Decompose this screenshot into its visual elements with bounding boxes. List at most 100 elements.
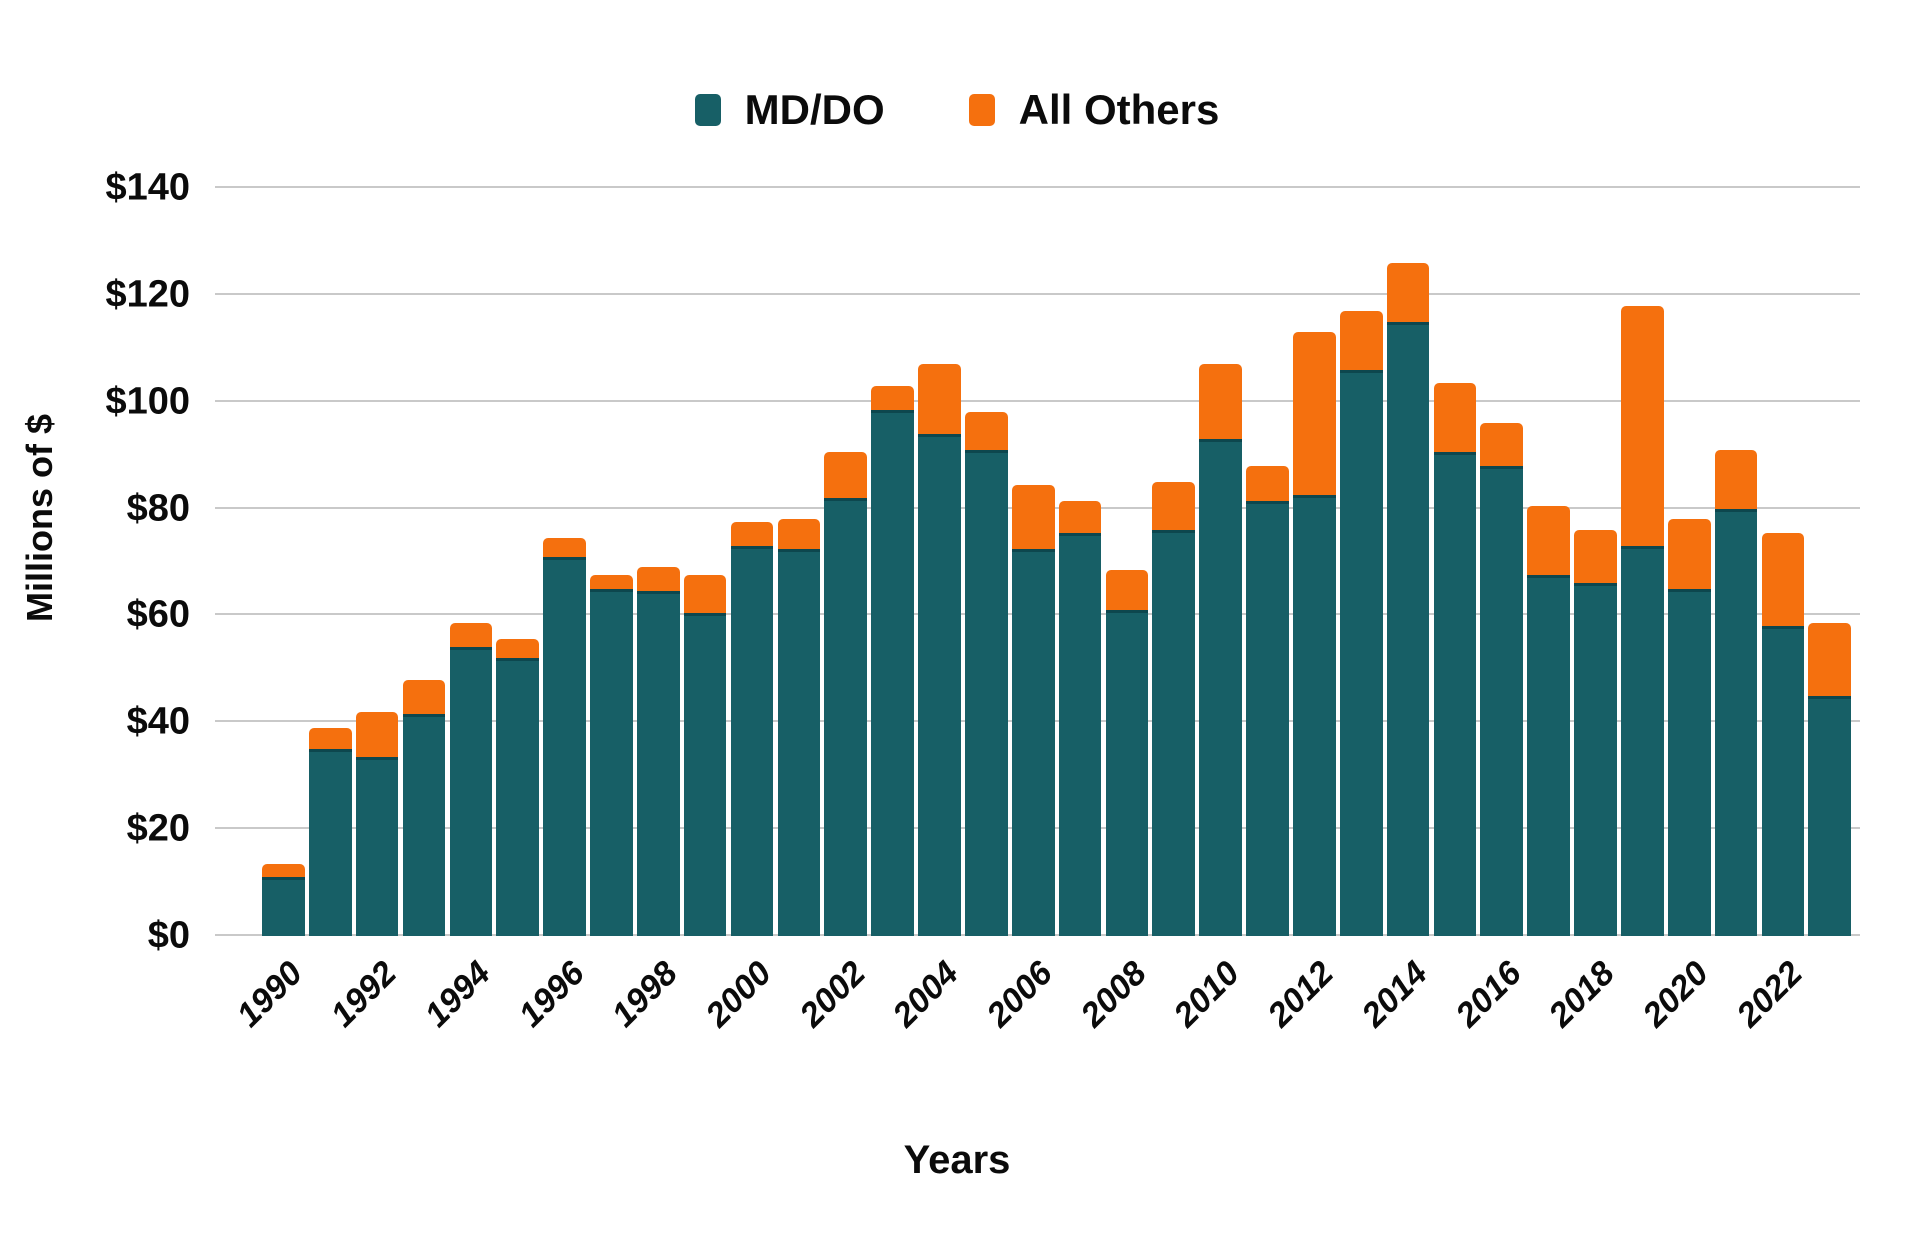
bar-segment-all-others-1995 bbox=[496, 639, 540, 659]
bar-slot-2002 bbox=[822, 188, 869, 936]
bar-segment-all-others-1990 bbox=[262, 863, 305, 878]
bar-segment-mddo-2001 bbox=[777, 548, 821, 936]
bar-1990 bbox=[262, 863, 305, 936]
bar-slot-2023 bbox=[1806, 188, 1853, 936]
bar-slot-1992 bbox=[354, 188, 401, 936]
bar-segment-mddo-2017 bbox=[1527, 575, 1570, 936]
bar-segment-all-others-2007 bbox=[1058, 500, 1102, 533]
gridline bbox=[215, 186, 1860, 188]
bar-segment-all-others-2000 bbox=[730, 521, 774, 546]
x-tick-label: 1990 bbox=[229, 954, 311, 1035]
legend-label-all-others: All Others bbox=[1018, 86, 1220, 133]
bar-segment-mddo-2000 bbox=[730, 545, 774, 936]
bar-segment-all-others-2010 bbox=[1199, 364, 1242, 440]
x-tick-label: 2014 bbox=[1354, 954, 1435, 1035]
bar-slot-2003 bbox=[869, 188, 916, 936]
y-tick-label: $140 bbox=[105, 166, 190, 209]
x-tick-label: 1992 bbox=[323, 954, 404, 1035]
bar-2023 bbox=[1808, 623, 1852, 936]
bar-segment-mddo-2019 bbox=[1621, 545, 1664, 936]
bar-segment-all-others-2006 bbox=[1011, 484, 1055, 549]
bar-2018 bbox=[1574, 529, 1617, 936]
x-tick-label: 2000 bbox=[698, 954, 779, 1035]
x-axis-title: Years bbox=[903, 1138, 1011, 1182]
bar-segment-mddo-1998 bbox=[636, 591, 680, 936]
bar-segment-mddo-2006 bbox=[1011, 548, 1055, 936]
bar-segment-mddo-2021 bbox=[1714, 508, 1758, 936]
bar-segment-mddo-1997 bbox=[590, 588, 633, 936]
bar-segment-mddo-1994 bbox=[449, 647, 493, 936]
x-tick-label: 1994 bbox=[417, 954, 498, 1035]
bar-segment-mddo-2002 bbox=[824, 497, 868, 936]
x-axis-label-strip: 1990 1992 1994 1996 1998 2000 2002 2004 2006 2008… bbox=[230, 936, 1853, 1126]
bar-segment-all-others-2015 bbox=[1433, 383, 1477, 453]
bar-segment-all-others-1991 bbox=[308, 727, 352, 749]
bar-2009 bbox=[1152, 481, 1196, 936]
bar-slot-2004 bbox=[916, 188, 963, 936]
y-tick-label: $80 bbox=[126, 487, 190, 530]
bar-segment-mddo-2015 bbox=[1433, 452, 1477, 936]
y-tick-label: $40 bbox=[126, 700, 190, 743]
bar-2010 bbox=[1199, 364, 1242, 936]
bar-slot-2015 bbox=[1431, 188, 1478, 936]
legend-item-mddo: MD/DO bbox=[694, 86, 885, 134]
x-tick-label: 1996 bbox=[511, 954, 592, 1035]
bar-2000 bbox=[730, 521, 774, 936]
bar-segment-all-others-1999 bbox=[683, 575, 727, 613]
bar-slot-2010 bbox=[1197, 188, 1244, 936]
bar-2003 bbox=[871, 385, 914, 936]
bar-segment-mddo-2016 bbox=[1480, 465, 1524, 936]
bar-2006 bbox=[1011, 484, 1055, 936]
y-tick-label: $20 bbox=[126, 807, 190, 850]
bar-segment-mddo-1999 bbox=[683, 612, 727, 936]
bar-slot-2013 bbox=[1338, 188, 1385, 936]
bar-slot-1995 bbox=[494, 188, 541, 936]
bar-segment-mddo-2003 bbox=[871, 409, 914, 936]
y-tick-label: $120 bbox=[105, 273, 190, 316]
bar-segment-all-others-2017 bbox=[1527, 505, 1570, 576]
bar-1999 bbox=[683, 575, 727, 936]
bar-segment-mddo-2005 bbox=[965, 449, 1008, 936]
legend: MD/DO All Others bbox=[0, 78, 1914, 142]
bar-1994 bbox=[449, 623, 493, 936]
bar-segment-mddo-1991 bbox=[308, 749, 352, 936]
bar-2004 bbox=[918, 364, 961, 936]
bar-2007 bbox=[1058, 500, 1102, 936]
bar-segment-all-others-2004 bbox=[918, 364, 961, 434]
x-tick-label: 2008 bbox=[1073, 954, 1154, 1035]
bar-segment-mddo-2010 bbox=[1199, 439, 1242, 936]
bar-slot-1994 bbox=[447, 188, 494, 936]
bar-slot-1996 bbox=[541, 188, 588, 936]
bar-segment-mddo-2007 bbox=[1058, 532, 1102, 936]
bar-1998 bbox=[636, 567, 680, 936]
bar-segment-all-others-1994 bbox=[449, 623, 493, 648]
bar-slot-2005 bbox=[963, 188, 1010, 936]
bar-segment-mddo-2023 bbox=[1808, 695, 1852, 936]
bar-2020 bbox=[1667, 519, 1711, 936]
bar-1991 bbox=[308, 727, 352, 936]
bar-slot-1999 bbox=[682, 188, 729, 936]
bar-segment-all-others-2020 bbox=[1667, 519, 1711, 589]
x-tick-label: 2002 bbox=[792, 954, 873, 1035]
bar-slot-2001 bbox=[775, 188, 822, 936]
x-tick-label: 2012 bbox=[1260, 954, 1342, 1035]
bar-segment-mddo-1996 bbox=[543, 556, 586, 936]
bar-2014 bbox=[1386, 262, 1430, 936]
bar-2021 bbox=[1714, 449, 1758, 936]
y-axis-title: Millions of $ bbox=[19, 413, 60, 623]
bar-segment-all-others-2005 bbox=[965, 412, 1008, 450]
y-tick-label: $100 bbox=[105, 380, 190, 423]
legend-label-mddo: MD/DO bbox=[744, 86, 885, 133]
bar-slot-1998 bbox=[635, 188, 682, 936]
bar-2011 bbox=[1246, 465, 1289, 936]
bar-slot-2011 bbox=[1244, 188, 1291, 936]
bar-slot-1991 bbox=[307, 188, 354, 936]
x-tick-label: 1998 bbox=[604, 954, 686, 1035]
bar-slot-2008 bbox=[1103, 188, 1150, 936]
bar-slot-2021 bbox=[1713, 188, 1760, 936]
bar-segment-all-others-2021 bbox=[1714, 449, 1758, 509]
bar-segment-all-others-2003 bbox=[871, 385, 914, 410]
bar-2005 bbox=[965, 412, 1008, 936]
plot-area: $0 $20 $40 $60 $80 $100 $120 $140 1990 1992 1994 1… bbox=[105, 167, 1860, 1034]
